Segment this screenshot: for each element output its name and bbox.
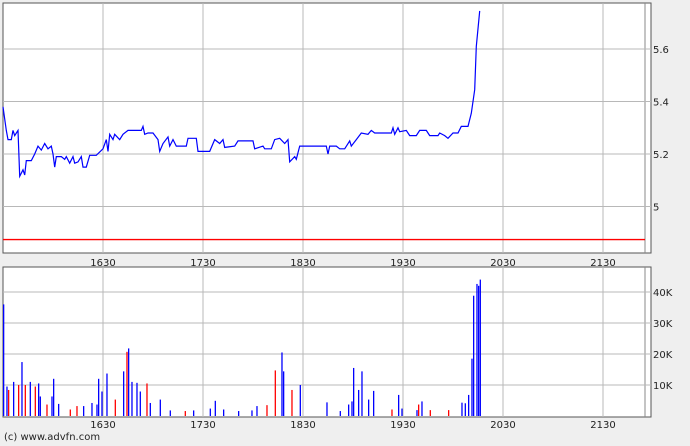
volume-bar [96,404,98,416]
volume-bar [39,396,41,416]
volume-bar [391,409,393,416]
copyright-text: (c) www.advfn.com [4,432,101,443]
price-x-tick: 2130 [590,258,615,269]
volume-bar [468,394,470,416]
volume-bar [101,391,103,416]
volume-y-tick: 30K [653,319,673,330]
volume-bar [281,352,283,416]
volume-bar [351,401,353,416]
volume-bar [38,383,40,416]
volume-bar [169,410,171,416]
volume-panel [2,266,652,418]
volume-bar [464,403,466,416]
volume-bar [83,406,85,416]
price-line [2,10,481,179]
volume-x-tick: 1930 [390,420,415,431]
price-x-tick: 1630 [90,258,115,269]
volume-bar [34,386,36,416]
volume-y-tick: 20K [653,350,673,361]
volume-bar [368,399,370,416]
volume-bar [348,404,350,416]
volume-bar [353,367,355,416]
volume-bar [401,408,403,416]
price-y-tick: 5 [653,203,659,214]
volume-bar [18,385,20,416]
price-y-tick: 5.4 [653,98,669,109]
volume-bar [6,386,8,416]
volume-bar [159,399,161,416]
volume-bar [418,404,420,416]
volume-bar [266,405,268,416]
volume-bar [299,385,301,416]
volume-bar [416,410,418,416]
volume-bar [126,351,128,416]
volume-bar [274,370,276,416]
volume-bar [139,391,141,416]
volume-bar [184,411,186,416]
volume-x-tick: 2030 [490,420,515,431]
volume-bar [24,385,26,416]
price-y-tick: 5.2 [653,150,669,161]
volume-bar [146,383,148,416]
price-panel [2,2,652,254]
volume-bar [98,378,100,416]
volume-bar [8,389,10,416]
volume-bar [339,411,341,416]
volume-bar [131,381,133,416]
volume-bar [69,409,71,416]
volume-bar [398,394,400,416]
volume-bar [209,408,211,416]
volume-bar [238,411,240,416]
volume-bar [256,406,258,416]
volume-bar [193,410,195,416]
volume-bar [476,283,478,416]
volume-x-tick: 2130 [590,420,615,431]
volume-x-tick: 1730 [190,420,215,431]
volume-bar [76,406,78,416]
price-x-tick: 1930 [390,258,415,269]
volume-bar [479,279,481,416]
volume-bar [29,381,31,416]
volume-bar [3,304,5,416]
volume-y-tick: 40K [653,288,673,299]
volume-x-tick: 1830 [290,420,315,431]
volume-bar [326,402,328,416]
volume-bar [46,404,48,416]
volume-bar [123,371,125,416]
volume-bar [429,410,431,416]
volume-bar [128,348,130,416]
volume-bar [373,390,375,416]
volume-bar [448,410,450,416]
volume-bar [283,371,285,416]
price-y-tick: 5.6 [653,45,669,56]
volume-bar [291,389,293,416]
volume-bar [358,389,360,416]
volume-bar [114,399,116,416]
price-x-tick: 1830 [290,258,315,269]
volume-bar [251,410,253,416]
volume-x-tick: 1630 [90,420,115,431]
volume-bar [473,295,475,416]
volume-bar [471,358,473,416]
volume-bar [361,371,363,416]
volume-bar [106,373,108,416]
volume-bar [478,285,480,416]
volume-bar [51,396,53,416]
volume-bar [58,403,60,416]
volume-bar [461,402,463,416]
volume-bar [13,381,15,416]
volume-bar [421,401,423,416]
volume-bar [21,362,23,416]
volume-bar [149,402,151,416]
volume-bar [136,382,138,416]
volume-bar [53,378,55,416]
volume-y-tick: 10K [653,381,673,392]
volume-bar [91,402,93,416]
volume-bar [214,400,216,416]
volume-bar [223,409,225,416]
price-x-tick: 1730 [190,258,215,269]
price-x-tick: 2030 [490,258,515,269]
